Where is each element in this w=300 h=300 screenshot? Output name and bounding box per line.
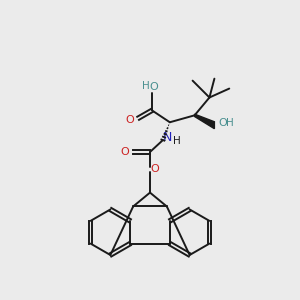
Text: N: N	[163, 130, 172, 144]
Text: O: O	[121, 147, 130, 157]
Text: H: H	[173, 136, 181, 146]
Polygon shape	[195, 114, 214, 129]
Text: O: O	[151, 164, 159, 174]
Text: H: H	[142, 81, 150, 91]
Text: O: O	[150, 82, 158, 92]
Text: H: H	[226, 118, 234, 128]
Text: O: O	[126, 115, 135, 125]
Text: O: O	[218, 118, 227, 128]
